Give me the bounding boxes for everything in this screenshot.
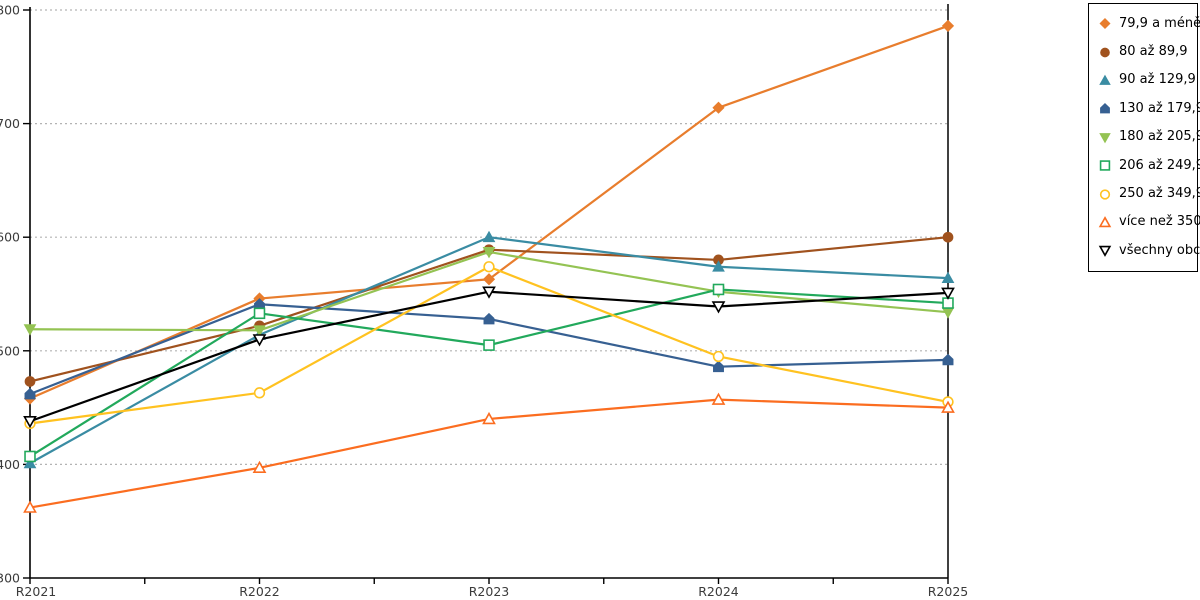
- square-marker: [1099, 160, 1111, 171]
- triangle-down-marker: [482, 247, 496, 259]
- legend-item: 206 až 249,9: [1098, 151, 1200, 179]
- x-axis-tick-label: R2024: [698, 584, 739, 599]
- legend-item: 130 až 179,9: [1098, 94, 1200, 122]
- y-axis-tick-label: 300: [0, 571, 20, 586]
- triangle-down-marker: [941, 287, 955, 300]
- triangle-down-marker: [23, 324, 37, 336]
- triangle-down-legend-icon: [1098, 246, 1112, 258]
- legend-item: 79,9 a méně: [1098, 9, 1200, 37]
- triangle-up-marker: [23, 500, 37, 513]
- square-legend-icon: [1099, 160, 1111, 171]
- pentagon-marker: [713, 360, 724, 373]
- circle-marker: [712, 350, 725, 363]
- circle-marker: [1099, 188, 1111, 200]
- y-axis-tick-label: 700: [0, 116, 20, 131]
- square-marker: [712, 283, 725, 296]
- triangle-down-legend-icon: [1099, 132, 1111, 144]
- triangle-down-marker: [23, 416, 37, 429]
- pentagon-marker: [942, 353, 954, 366]
- series-6: [24, 283, 954, 463]
- triangle-down-marker: [1099, 132, 1111, 144]
- triangle-up-marker: [711, 392, 726, 405]
- diamond-marker: [482, 273, 496, 286]
- triangle-up-marker: [941, 400, 955, 413]
- x-axis-tick-label: R2023: [469, 584, 510, 599]
- circle-marker: [253, 387, 266, 399]
- legend-item: 180 až 205,9: [1098, 123, 1200, 151]
- x-axis-tick-label: R2022: [239, 584, 280, 599]
- legend-item: všechny obce: [1098, 236, 1200, 264]
- series-line: [29, 236, 949, 383]
- legend-label: 206 až 249,9: [1119, 157, 1200, 173]
- series-4: [24, 298, 954, 400]
- circle-marker: [942, 231, 954, 243]
- series-8: [23, 392, 955, 513]
- legend-item: 80 až 89,9: [1098, 37, 1195, 65]
- legend-label: 79,9 a méně: [1119, 15, 1200, 31]
- triangle-up-marker: [712, 260, 725, 272]
- circle-legend-icon: [1099, 188, 1111, 200]
- y-axis-tick-label: 500: [0, 343, 20, 358]
- y-axis-tick-label: 400: [0, 457, 20, 472]
- triangle-up-marker: [252, 460, 267, 474]
- triangle-down-marker: [1098, 246, 1112, 258]
- diamond-legend-icon: [1099, 18, 1111, 30]
- x-axis-tick-label: R2025: [928, 584, 969, 599]
- pentagon-marker: [483, 312, 495, 325]
- y-axis-tick-label: 800: [0, 3, 20, 18]
- pentagon-legend-icon: [1100, 103, 1110, 114]
- square-marker: [24, 450, 36, 463]
- circle-marker: [1100, 47, 1110, 57]
- legend-label: 90 až 129,9: [1119, 72, 1196, 88]
- pentagon-marker: [1100, 103, 1110, 114]
- triangle-up-marker: [1098, 215, 1112, 228]
- triangle-up-marker: [23, 456, 37, 469]
- pentagon-marker: [24, 387, 36, 400]
- y-axis-tick-label: 600: [0, 230, 20, 245]
- legend-item: více než 350: [1098, 208, 1200, 236]
- triangle-up-marker: [482, 230, 496, 243]
- square-marker: [253, 307, 266, 320]
- legend-label: 250 až 349,9: [1119, 186, 1200, 202]
- triangle-down-marker: [482, 286, 496, 299]
- triangle-up-marker: [1099, 74, 1111, 85]
- circle-marker: [483, 261, 495, 273]
- triangle-up-marker: [941, 271, 955, 284]
- x-axis-tick-label: R2021: [16, 584, 57, 599]
- circle-legend-icon: [1100, 47, 1110, 57]
- triangle-up-marker: [482, 411, 496, 425]
- triangle-up-legend-icon: [1098, 215, 1112, 228]
- circle-marker: [24, 376, 36, 387]
- chart-legend: 79,9 a méně 80 až 89,9 90 až 129,9 130 až 1…: [1088, 3, 1200, 272]
- legend-label: všechny obce: [1119, 242, 1200, 258]
- legend-label: více než 350: [1119, 214, 1200, 230]
- square-marker: [483, 339, 495, 351]
- triangle-down-marker: [711, 301, 726, 314]
- series-9: [23, 286, 955, 429]
- diamond-marker: [941, 19, 955, 33]
- legend-item: 90 až 129,9: [1098, 66, 1196, 94]
- triangle-down-marker: [252, 334, 267, 347]
- legend-label: 180 až 205,9: [1119, 129, 1200, 145]
- diamond-marker: [1099, 18, 1111, 30]
- legend-label: 130 až 179,9: [1119, 100, 1200, 116]
- triangle-down-marker: [253, 325, 266, 337]
- series-7: [24, 261, 954, 430]
- legend-label: 80 až 89,9: [1119, 44, 1188, 60]
- diamond-marker: [712, 101, 725, 114]
- legend-item: 250 až 349,9: [1098, 179, 1200, 207]
- triangle-up-legend-icon: [1099, 74, 1111, 85]
